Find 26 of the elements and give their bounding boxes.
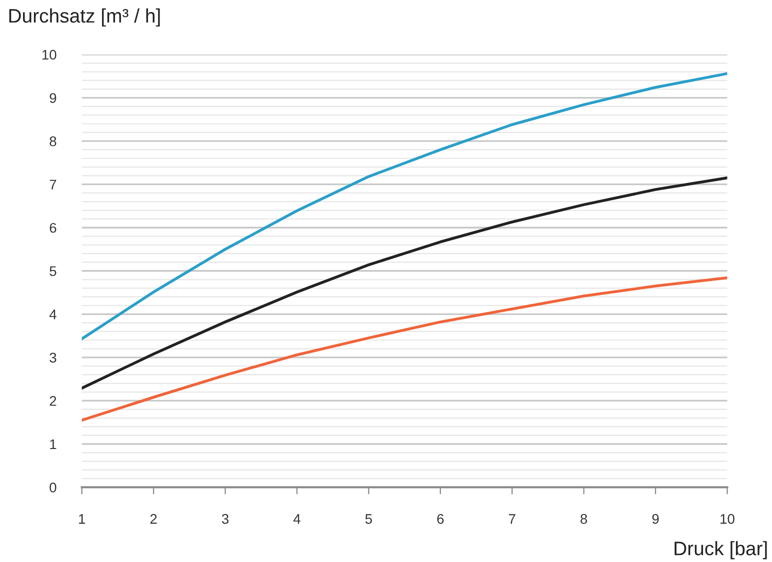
x-tick-label: 5 <box>365 514 372 524</box>
y-tick-label: 3 <box>50 352 56 363</box>
x-tick-label: 2 <box>150 514 157 524</box>
y-axis-title: Durchsatz [m³ / h] <box>9 8 160 27</box>
x-tick-label: 1 <box>79 514 86 524</box>
line-series <box>82 72 728 340</box>
y-tick-label: 8 <box>50 136 56 146</box>
line-series <box>82 176 728 390</box>
y-tick-label: 9 <box>50 93 56 103</box>
y-tick-label: 5 <box>50 266 56 276</box>
x-tick-label: 7 <box>508 514 516 524</box>
y-tick-label: 6 <box>50 222 56 233</box>
x-tick-label: 6 <box>437 514 444 524</box>
x-axis-title: Druck [bar] <box>674 541 767 560</box>
line-series <box>82 276 728 422</box>
y-tick-label: 4 <box>49 310 56 320</box>
y-tick-label: 2 <box>50 396 56 406</box>
x-tick-label: 3 <box>222 514 229 524</box>
y-tick-label: 10 <box>42 50 56 60</box>
y-tick-label: 7 <box>50 180 56 190</box>
x-tick-label: 4 <box>293 514 300 524</box>
x-tick-label: 10 <box>720 514 734 524</box>
y-tick-label: 0 <box>50 482 56 492</box>
x-tick-label: 9 <box>652 514 659 524</box>
y-tick-label: 1 <box>50 439 56 450</box>
x-tick-label: 8 <box>580 514 588 524</box>
